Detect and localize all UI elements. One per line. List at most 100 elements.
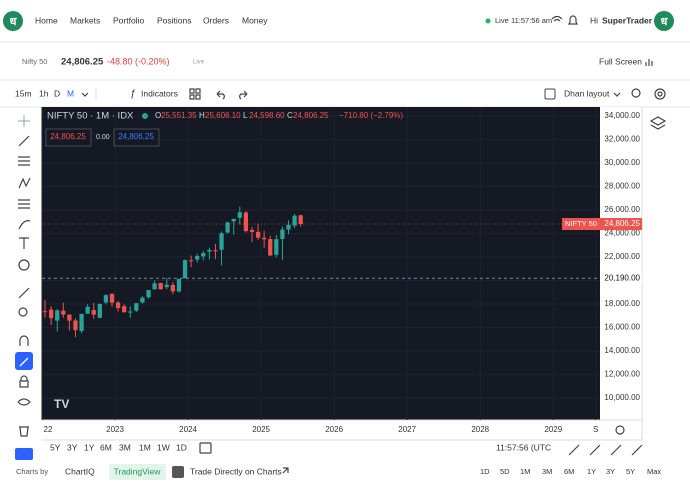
trend-line-tool[interactable] — [18, 135, 30, 147]
footer-range[interactable]: 3M — [542, 467, 552, 476]
fib-tool[interactable] — [18, 156, 30, 166]
greeting: Hi — [590, 15, 598, 25]
visibility-tool[interactable] — [17, 398, 31, 406]
badge: 24,806.25 — [118, 132, 154, 141]
footer-range[interactable]: Max — [647, 467, 661, 476]
search-icon[interactable] — [631, 88, 641, 98]
range-button[interactable]: 3M — [119, 442, 131, 452]
promo-icon — [172, 466, 184, 478]
settings-icon-core — [657, 91, 663, 97]
clock: 11:57:56 am — [511, 16, 552, 25]
layout-checkbox[interactable] — [544, 88, 556, 100]
templates-icon[interactable] — [189, 88, 201, 100]
line-style-icons[interactable] — [568, 444, 643, 456]
fx-icon: ƒ — [130, 89, 136, 100]
market-status-dot — [142, 113, 148, 119]
candle-body — [195, 256, 200, 260]
candle-body — [292, 215, 297, 226]
charts-by: Charts by — [16, 467, 48, 476]
footer-range[interactable]: 1D — [480, 467, 490, 476]
change-label: −710.80 (−2.79%) — [339, 111, 403, 120]
candle-body — [286, 224, 291, 230]
interval[interactable]: 1h — [39, 88, 49, 98]
footer-range[interactable]: 3Y — [606, 467, 615, 476]
y-tick-label: 22,000.00 — [604, 252, 640, 261]
range-button[interactable]: 1M — [139, 442, 151, 452]
y-tick-label: 32,000.00 — [604, 135, 640, 144]
provider-selected[interactable] — [109, 464, 166, 480]
provider[interactable]: ChartIQ — [65, 466, 95, 476]
brush-tool[interactable] — [18, 220, 31, 230]
logo[interactable] — [3, 11, 23, 31]
caret[interactable] — [613, 92, 621, 97]
interval[interactable]: D — [54, 88, 60, 98]
crosshair-tag — [600, 272, 642, 285]
layers-icon[interactable] — [649, 116, 667, 130]
emoji-tool[interactable] — [18, 259, 30, 271]
promo[interactable]: Trade Directly on Charts — [190, 466, 282, 476]
interval[interactable]: M — [67, 88, 74, 98]
live-dot — [485, 18, 491, 24]
badge-box — [45, 128, 92, 147]
lock-tool[interactable] — [19, 375, 29, 388]
range-button[interactable]: 5Y — [50, 442, 61, 452]
fullscreen-icon — [645, 59, 653, 66]
nav-item[interactable]: Home — [35, 15, 58, 25]
provider[interactable]: TradingView — [114, 466, 162, 476]
candle-body — [249, 229, 255, 232]
footer-range[interactable]: 1Y — [587, 467, 596, 476]
collapse-tools[interactable] — [15, 448, 33, 460]
bell-icon[interactable] — [568, 15, 578, 25]
calendar-icon[interactable] — [199, 442, 212, 454]
nav-item[interactable]: Markets — [70, 15, 100, 25]
footer-range[interactable]: 6M — [564, 467, 574, 476]
gann-tool[interactable] — [18, 199, 30, 209]
crosshair-label: 20,190.00 — [604, 273, 640, 282]
footer-range[interactable]: 5Y — [626, 467, 635, 476]
nav-item[interactable]: Positions — [157, 15, 192, 25]
zoom-tool[interactable] — [18, 307, 28, 317]
indicators[interactable]: Indicators — [141, 88, 178, 98]
nav-item[interactable]: Orders — [203, 15, 229, 25]
range-button[interactable]: 1Y — [84, 442, 95, 452]
y-tick-label: 28,000.00 — [604, 182, 640, 191]
ohlc-value: 25,551.35 — [161, 111, 197, 120]
redo-icon[interactable] — [239, 90, 248, 100]
chart-clock: 11:57:56 (UTC — [496, 442, 551, 452]
axis-settings[interactable] — [615, 425, 625, 435]
undo-icon[interactable] — [216, 90, 225, 100]
candle-body — [262, 237, 267, 240]
text-tool[interactable] — [19, 237, 29, 249]
footer-range[interactable]: 1M — [520, 467, 530, 476]
candle-body — [109, 293, 115, 303]
range-button[interactable]: 1W — [157, 442, 170, 452]
range-button[interactable]: 1D — [176, 442, 187, 452]
footer-range[interactable]: 5D — [500, 467, 510, 476]
pattern-tool[interactable] — [18, 177, 31, 189]
magnet-tool[interactable] — [19, 335, 29, 346]
y-tick-label: 26,000.00 — [604, 205, 640, 214]
candle-body — [268, 239, 273, 256]
tv-logo: TV — [54, 397, 69, 411]
user-name[interactable]: SuperTrader — [602, 15, 653, 25]
measure-tool[interactable] — [18, 287, 30, 299]
plot — [41, 107, 600, 420]
interval[interactable]: 15m — [15, 88, 32, 98]
lock-drawing-tool[interactable] — [15, 352, 33, 370]
settings-icon[interactable] — [654, 88, 666, 100]
lock-drawing-glyph — [19, 357, 29, 367]
delete-tool[interactable] — [19, 426, 29, 437]
nav-item[interactable]: Money — [242, 15, 268, 25]
caret[interactable] — [81, 92, 89, 97]
layout-name[interactable]: Dhan layout — [564, 88, 610, 98]
ohlc-value: 24,598.60 — [249, 111, 285, 120]
nav-item[interactable]: Portfolio — [113, 15, 144, 25]
range-button[interactable]: 6M — [100, 442, 112, 452]
fullscreen[interactable]: Full Screen — [599, 56, 642, 66]
cursor-tool[interactable] — [18, 115, 30, 127]
price-axis — [600, 107, 643, 420]
avatar[interactable] — [654, 11, 674, 31]
range-button[interactable]: 3Y — [67, 442, 78, 452]
